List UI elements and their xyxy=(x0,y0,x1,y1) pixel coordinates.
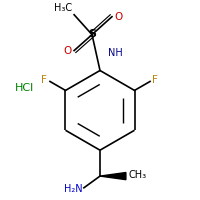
Text: NH: NH xyxy=(108,48,123,58)
Text: S: S xyxy=(88,29,96,39)
Text: CH₃: CH₃ xyxy=(129,170,147,180)
Polygon shape xyxy=(100,173,126,180)
Text: O: O xyxy=(63,46,72,56)
Text: HCl: HCl xyxy=(15,83,34,93)
Text: F: F xyxy=(41,75,47,85)
Text: H₂N: H₂N xyxy=(64,184,82,194)
Text: F: F xyxy=(152,75,158,85)
Text: H₃C: H₃C xyxy=(54,3,73,13)
Text: O: O xyxy=(114,12,123,22)
